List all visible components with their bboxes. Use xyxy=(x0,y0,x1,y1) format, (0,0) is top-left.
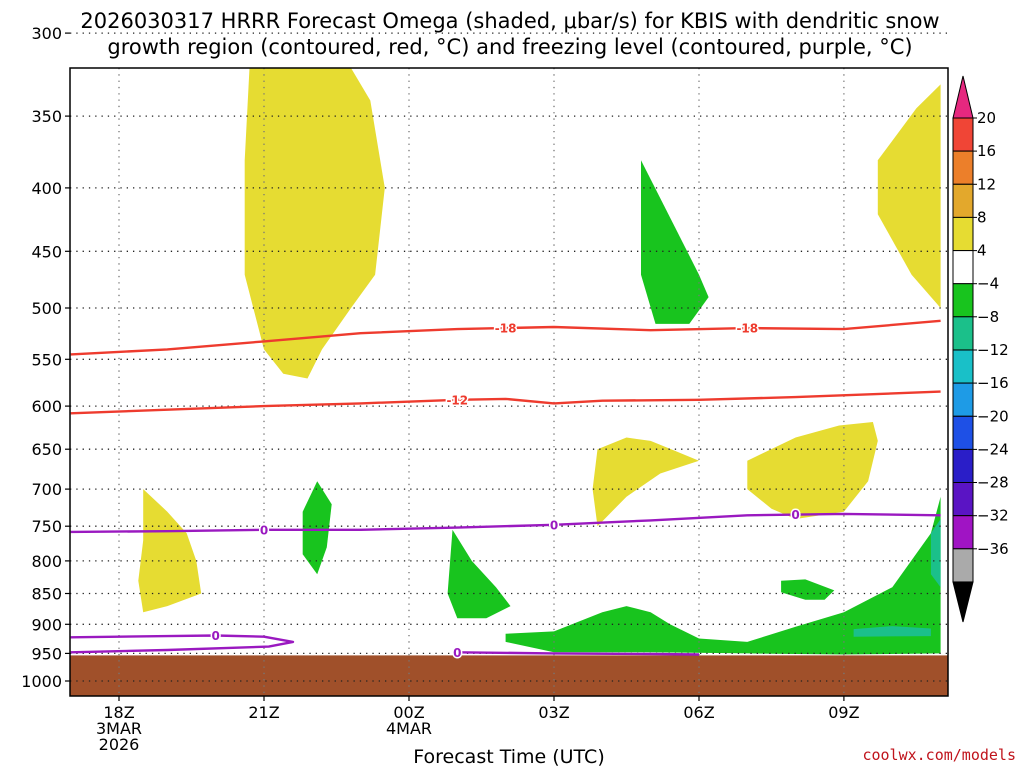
pressure-tick-label: 800 xyxy=(31,552,62,571)
chart-title-line-1: 2026030317 HRRR Forecast Omega (shaded, … xyxy=(80,9,939,33)
contour-line xyxy=(70,634,295,654)
contour-line xyxy=(70,319,941,356)
pressure-tick-label: 450 xyxy=(31,242,62,261)
colorbar-swatch xyxy=(952,216,974,252)
pressure-tick-label: 950 xyxy=(31,644,62,663)
pressure-tick-label: 1000 xyxy=(21,672,62,691)
credit-text: coolwx.com/models xyxy=(862,746,1016,764)
colorbar-swatch xyxy=(952,283,974,318)
contour-label: -12 xyxy=(446,393,468,407)
colorbar: 20 16 12 8 4 −4 −8 −12 −16 −20 −24 −28 −32 −36 xyxy=(952,75,1009,623)
pressure-tick-label: 550 xyxy=(31,350,62,369)
pressure-tick-label: 700 xyxy=(31,480,62,499)
time-tick-label: 00Z xyxy=(393,703,424,722)
colorbar-label: −36 xyxy=(977,540,1009,558)
omega-region xyxy=(302,481,332,575)
pressure-tick-label: 850 xyxy=(31,585,62,604)
colorbar-label: −32 xyxy=(977,507,1009,525)
colorbar-swatch xyxy=(952,515,974,550)
omega-region xyxy=(930,519,941,588)
time-tick-label: 2026 xyxy=(99,735,140,754)
pressure-tick-label: 750 xyxy=(31,517,62,536)
colorbar-swatch xyxy=(952,316,974,351)
contour-label: 0 xyxy=(260,523,268,537)
plot-area xyxy=(70,68,948,696)
omega-region xyxy=(138,489,202,613)
pressure-tick-label: 300 xyxy=(31,24,62,43)
omega-region xyxy=(853,626,931,637)
contour-label: 0 xyxy=(453,646,461,660)
colorbar-swatch xyxy=(952,548,974,583)
pressure-tick-label: 400 xyxy=(31,179,62,198)
colorbar-swatch xyxy=(952,183,974,218)
colorbar-label: −12 xyxy=(977,341,1009,359)
colorbar-swatch xyxy=(952,482,974,517)
pressure-tick-label: 350 xyxy=(31,107,62,126)
colorbar-label: −28 xyxy=(977,474,1009,492)
omega-region xyxy=(244,68,385,379)
omega-region xyxy=(781,579,835,600)
time-tick-label: 21Z xyxy=(248,703,279,722)
colorbar-top-arrow xyxy=(952,75,974,119)
contour-label: 0 xyxy=(791,508,799,522)
colorbar-bottom-arrow xyxy=(952,581,974,623)
contour-line xyxy=(457,651,700,656)
colorbar-swatch xyxy=(952,448,974,484)
colorbar-swatch xyxy=(952,250,974,285)
colorbar-label: 16 xyxy=(977,142,996,160)
colorbar-swatch xyxy=(952,349,974,384)
colorbar-swatch xyxy=(952,382,974,417)
colorbar-swatch xyxy=(952,117,974,152)
contour-label: -18 xyxy=(495,322,517,336)
gridlines xyxy=(70,32,948,696)
colorbar-swatch xyxy=(952,415,974,450)
pressure-tick-label: 650 xyxy=(31,440,62,459)
time-tick-label: 4MAR xyxy=(386,719,432,738)
ground-fill xyxy=(70,655,948,696)
omega-region xyxy=(877,84,941,309)
plot-frame xyxy=(69,67,949,697)
temperature-contours: -18 -18 -12 0 0 0 0 0 xyxy=(70,319,941,661)
omega-region xyxy=(747,422,878,519)
colorbar-swatch xyxy=(952,150,974,185)
contour-label: 0 xyxy=(212,629,220,643)
time-tick-label: 09Z xyxy=(828,703,859,722)
omega-region xyxy=(641,160,709,324)
colorbar-label: 8 xyxy=(977,208,987,226)
colorbar-label: 20 xyxy=(977,109,996,127)
x-axis-label: Forecast Time (UTC) xyxy=(413,746,604,768)
colorbar-label: −4 xyxy=(977,275,999,293)
chart-title-line-2: growth region (contoured, red, °C) and f… xyxy=(107,35,912,59)
pressure-tick-label: 600 xyxy=(31,397,62,416)
contour-line xyxy=(70,390,941,415)
pressure-tick-label: 900 xyxy=(31,615,62,634)
pressure-axis: 2503003504004505005506006507007508008509… xyxy=(21,24,70,691)
contour-line xyxy=(70,512,941,534)
colorbar-label: −24 xyxy=(977,440,1009,458)
time-tick-label: 3MAR xyxy=(96,719,142,738)
contour-label: -18 xyxy=(736,322,758,336)
colorbar-label: −16 xyxy=(977,374,1009,392)
time-tick-label: 06Z xyxy=(683,703,714,722)
colorbar-label: −8 xyxy=(977,308,999,326)
contour-label: 0 xyxy=(550,518,558,532)
omega-region xyxy=(592,437,699,527)
colorbar-label: −20 xyxy=(977,407,1009,425)
colorbar-label: 12 xyxy=(977,175,996,193)
omega-region xyxy=(505,496,941,655)
omega-region xyxy=(447,529,511,619)
pressure-tick-label: 500 xyxy=(31,299,62,318)
time-tick-label: 18Z xyxy=(103,703,134,722)
omega-shading xyxy=(138,68,941,655)
colorbar-label: 4 xyxy=(977,242,987,260)
time-tick-label: 03Z xyxy=(538,703,569,722)
